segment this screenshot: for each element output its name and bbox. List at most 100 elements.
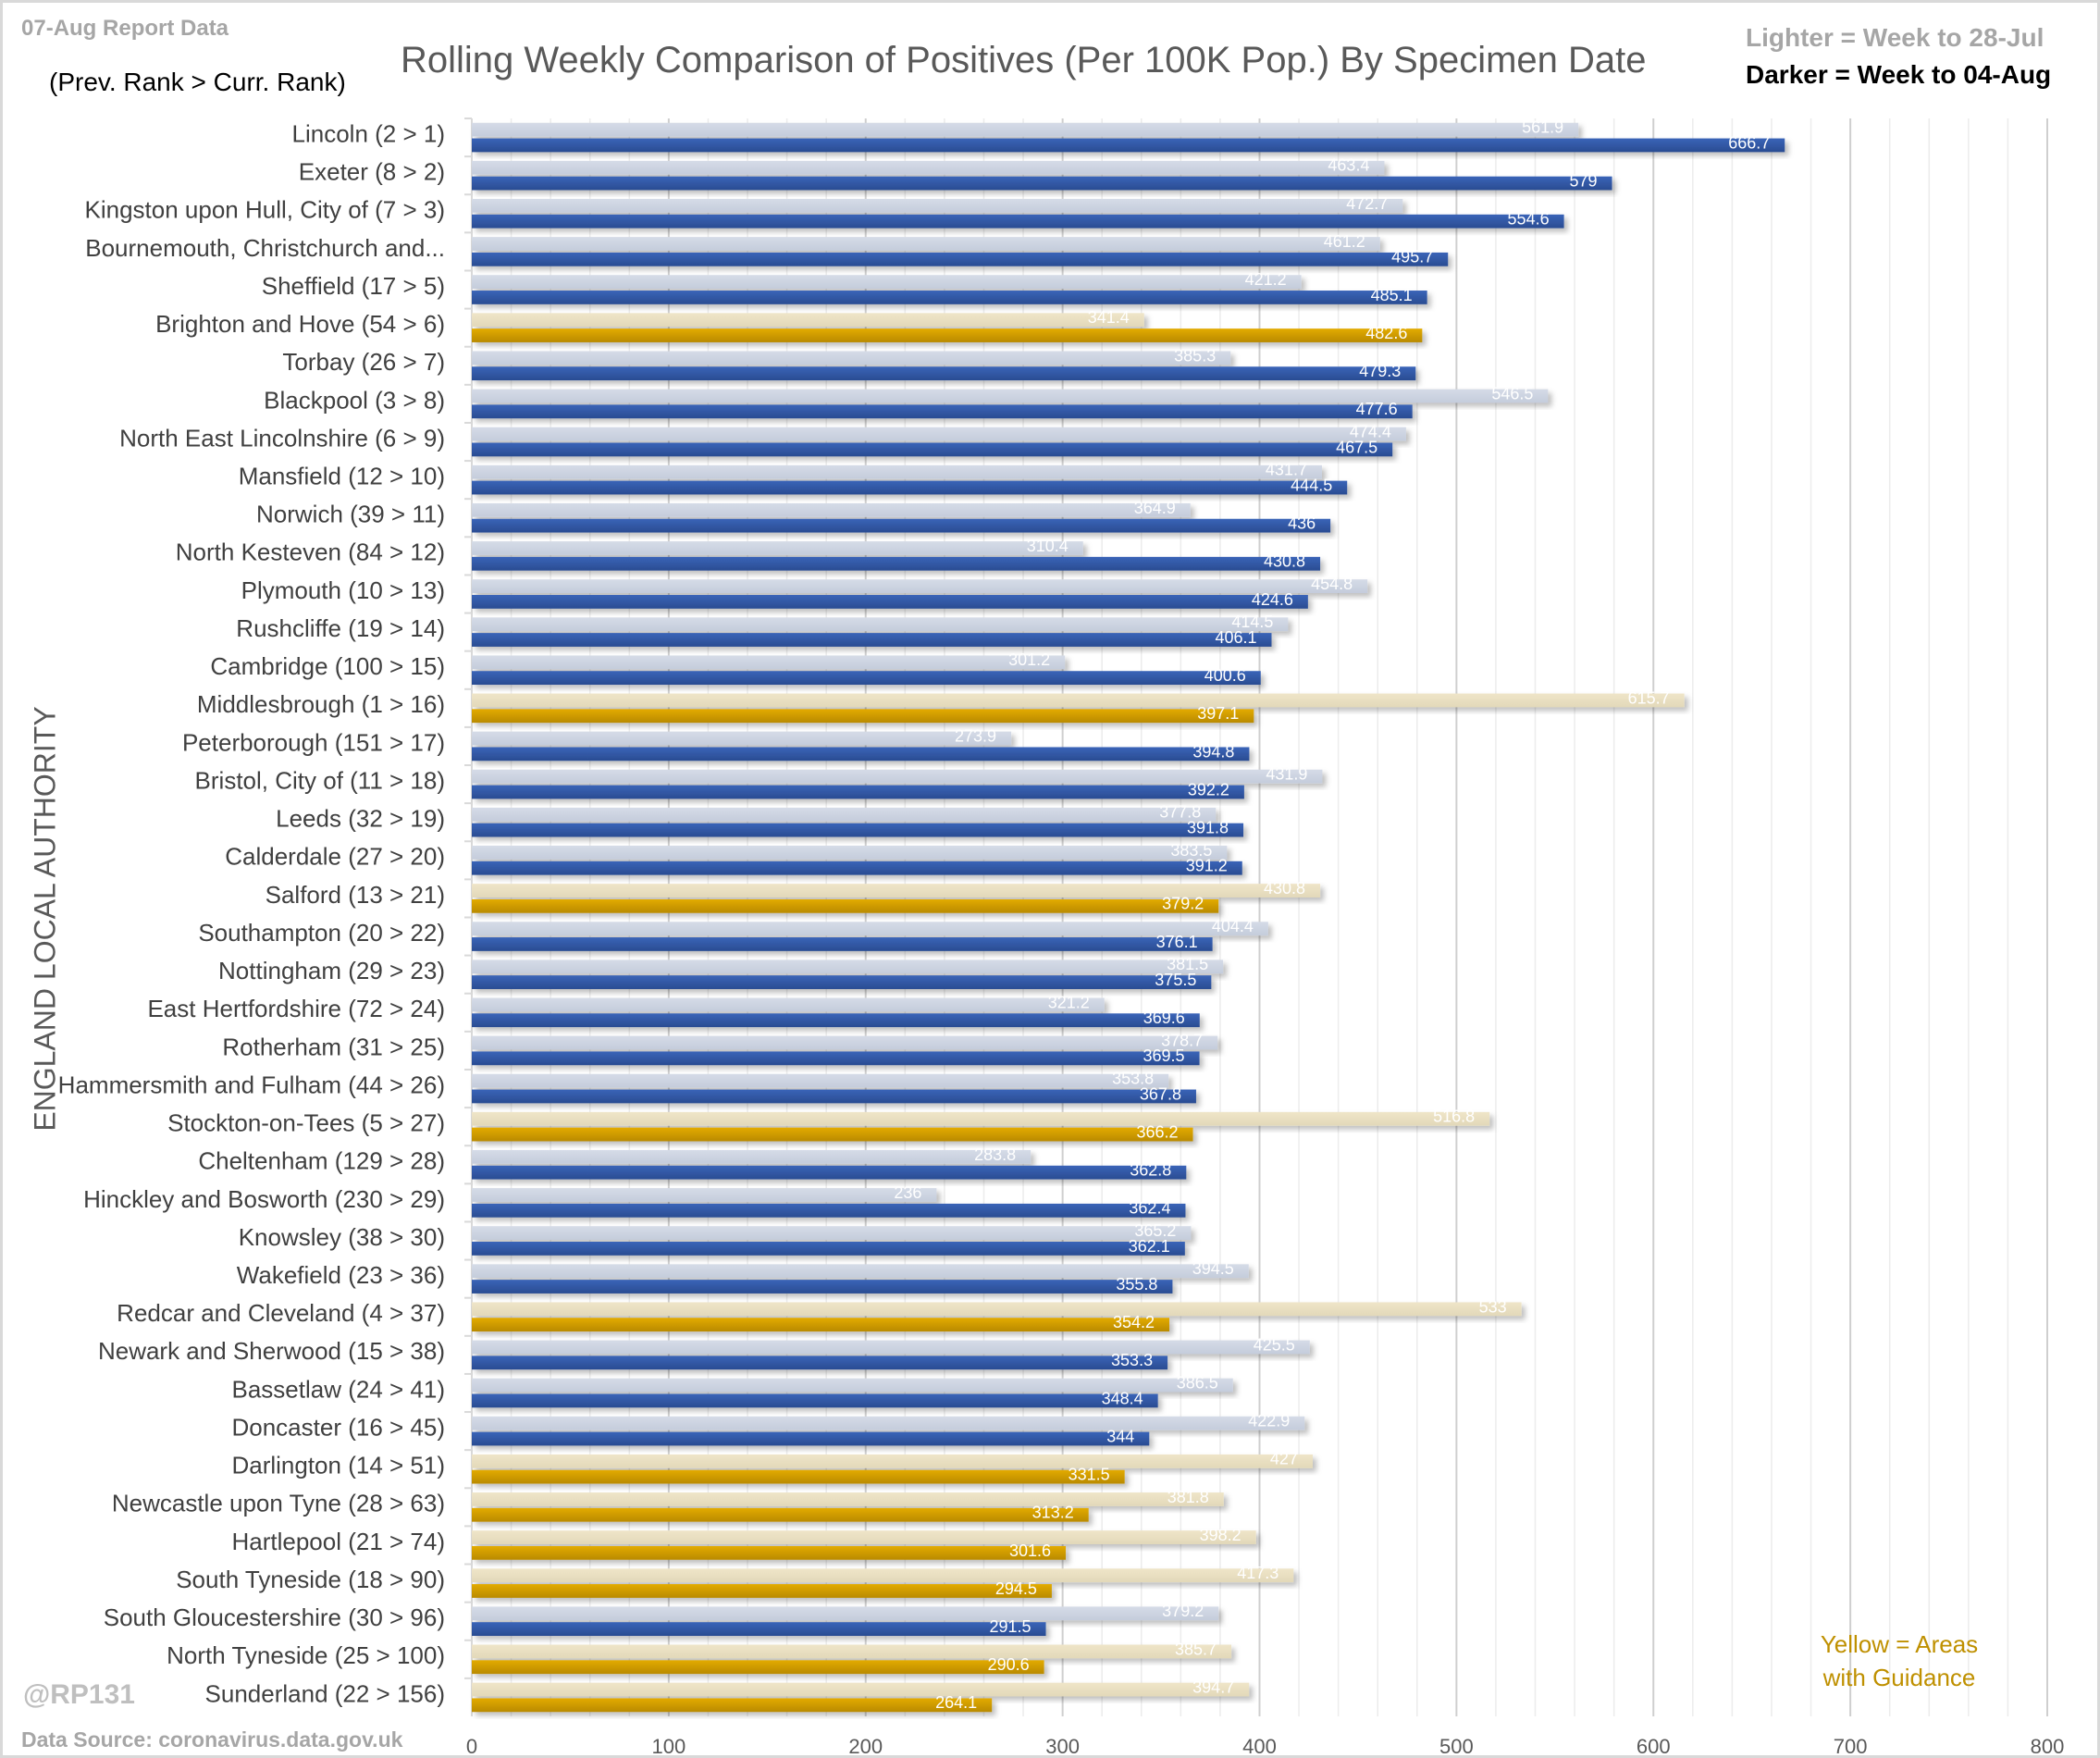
- bar-week-to-28-jul: [472, 1035, 1218, 1050]
- bar-week-to-04-aug: [472, 1393, 1158, 1408]
- category-label: Calderdale (27 > 20): [225, 843, 445, 871]
- yellow-note-line-2: with Guidance: [1822, 1664, 1976, 1691]
- value-label-week-to-28-jul: 417.3: [1237, 1564, 1279, 1582]
- bar-week-to-28-jul: [472, 1111, 1490, 1126]
- bar-week-to-04-aug: [472, 176, 1612, 191]
- bar-week-to-04-aug: [472, 480, 1348, 495]
- bar-week-to-04-aug: [472, 860, 1242, 875]
- value-label-week-to-04-aug: 366.2: [1137, 1122, 1179, 1141]
- bars: 561.9 666.7 463.4 579 472.7 554.6 461.2 495.7 42…: [472, 118, 1785, 1713]
- bar-week-to-28-jul: [472, 922, 1268, 936]
- bar-week-to-04-aug: [472, 1698, 993, 1713]
- bar-week-to-04-aug: [472, 785, 1244, 799]
- value-label-week-to-28-jul: 377.8: [1159, 803, 1201, 822]
- bar-week-to-28-jul: [472, 769, 1323, 784]
- category-label: Newcastle upon Tyne (28 > 63): [112, 1490, 445, 1517]
- value-label-week-to-04-aug: 301.6: [1009, 1541, 1051, 1560]
- value-label-week-to-28-jul: 533: [1479, 1297, 1507, 1316]
- bar-week-to-28-jul: [472, 1416, 1305, 1430]
- bar-week-to-04-aug: [472, 1165, 1187, 1180]
- bar-chart: 561.9 666.7 463.4 579 472.7 554.6 461.2 495.7 42…: [58, 118, 2064, 1758]
- category-label: Norwich (39 > 11): [256, 501, 445, 528]
- bar-week-to-04-aug: [472, 823, 1244, 837]
- category-label: Hammersmith and Fulham (44 > 26): [58, 1071, 445, 1098]
- bar-week-to-28-jul: [472, 122, 1579, 137]
- value-label-week-to-04-aug: 313.2: [1032, 1504, 1074, 1522]
- bar-week-to-04-aug: [472, 1660, 1044, 1675]
- x-tick-label: 0: [466, 1735, 477, 1758]
- bar-week-to-04-aug: [472, 1089, 1196, 1104]
- value-label-week-to-28-jul: 472.7: [1346, 194, 1388, 213]
- value-label-week-to-28-jul: 516.8: [1433, 1108, 1475, 1126]
- value-label-week-to-28-jul: 378.7: [1161, 1031, 1203, 1049]
- value-label-week-to-04-aug: 362.1: [1129, 1237, 1170, 1256]
- bar-week-to-04-aug: [472, 1051, 1200, 1066]
- value-label-week-to-04-aug: 467.5: [1336, 438, 1377, 456]
- category-label: Cheltenham (129 > 28): [198, 1147, 445, 1175]
- bar-week-to-28-jul: [472, 160, 1385, 175]
- value-label-week-to-28-jul: 273.9: [955, 726, 996, 745]
- x-tick-label: 300: [1045, 1735, 1080, 1758]
- category-label: Lincoln (2 > 1): [292, 119, 445, 147]
- bar-week-to-28-jul: [472, 464, 1322, 479]
- category-label: Cambridge (100 > 15): [210, 652, 445, 680]
- x-tick-label: 500: [1439, 1735, 1474, 1758]
- category-label: Exeter (8 > 2): [299, 158, 445, 186]
- category-label: Bournemouth, Christchurch and...: [85, 234, 445, 262]
- value-label-week-to-04-aug: 394.8: [1192, 742, 1234, 761]
- value-label-week-to-28-jul: 283.8: [974, 1145, 1016, 1164]
- x-tick-labels: 0 100 200 300 400 500 600 700 800: [466, 1735, 2064, 1758]
- bar-week-to-04-aug: [472, 1507, 1089, 1522]
- bar-week-to-28-jul: [472, 1378, 1233, 1393]
- rank-note: (Prev. Rank > Curr. Rank): [49, 68, 346, 96]
- category-label: South Gloucestershire (30 > 96): [104, 1603, 445, 1631]
- value-label-week-to-04-aug: 479.3: [1359, 362, 1401, 380]
- bar-week-to-04-aug: [472, 1431, 1150, 1446]
- value-label-week-to-28-jul: 365.2: [1134, 1221, 1176, 1240]
- value-label-week-to-04-aug: 331.5: [1069, 1466, 1110, 1484]
- bar-week-to-28-jul: [472, 655, 1066, 670]
- category-label: Redcar and Cleveland (4 > 37): [117, 1299, 445, 1327]
- value-label-week-to-04-aug: 379.2: [1162, 895, 1204, 913]
- value-label-week-to-04-aug: 485.1: [1371, 286, 1413, 304]
- bar-week-to-04-aug: [472, 1469, 1125, 1484]
- category-label: North Kesteven (84 > 12): [176, 539, 445, 566]
- x-tick-label: 100: [652, 1735, 686, 1758]
- category-label: Bassetlaw (24 > 41): [231, 1375, 445, 1403]
- x-tick-label: 200: [848, 1735, 883, 1758]
- bar-week-to-04-aug: [472, 214, 1564, 229]
- category-label: Sunderland (22 > 156): [205, 1679, 445, 1707]
- category-label: Plymouth (10 > 13): [241, 576, 445, 604]
- value-label-week-to-28-jul: 379.2: [1162, 1602, 1204, 1620]
- bar-week-to-28-jul: [472, 1073, 1169, 1088]
- value-label-week-to-28-jul: 394.5: [1192, 1259, 1234, 1278]
- value-label-week-to-04-aug: 482.6: [1365, 324, 1407, 342]
- bar-week-to-28-jul: [472, 198, 1403, 213]
- bar-week-to-04-aug: [472, 556, 1321, 571]
- category-label: Newark and Sherwood (15 > 38): [98, 1337, 445, 1365]
- value-label-week-to-28-jul: 615.7: [1628, 688, 1670, 707]
- bar-week-to-04-aug: [472, 594, 1308, 609]
- bar-week-to-28-jul: [472, 1492, 1224, 1506]
- bar-week-to-04-aug: [472, 1013, 1200, 1028]
- bar-week-to-28-jul: [472, 1302, 1522, 1317]
- value-label-week-to-04-aug: 362.4: [1129, 1199, 1170, 1218]
- value-label-week-to-28-jul: 301.2: [1008, 650, 1050, 669]
- value-label-week-to-28-jul: 427: [1270, 1450, 1298, 1468]
- value-label-week-to-28-jul: 394.7: [1192, 1678, 1234, 1696]
- value-label-week-to-28-jul: 310.4: [1027, 537, 1069, 555]
- bar-week-to-04-aug: [472, 671, 1261, 686]
- bar-week-to-28-jul: [472, 1454, 1313, 1468]
- x-tick-label: 600: [1637, 1735, 1671, 1758]
- bar-week-to-04-aug: [472, 1622, 1046, 1637]
- chart-title: Rolling Weekly Comparison of Positives (…: [401, 40, 1647, 80]
- category-label: East Hertfordshire (72 > 24): [147, 995, 445, 1022]
- category-label: Hartlepool (21 > 74): [231, 1528, 445, 1555]
- value-label-week-to-28-jul: 461.2: [1324, 232, 1365, 251]
- value-label-week-to-28-jul: 546.5: [1491, 384, 1533, 402]
- value-label-week-to-28-jul: 383.5: [1170, 841, 1212, 860]
- value-label-week-to-04-aug: 554.6: [1508, 210, 1550, 229]
- value-label-week-to-04-aug: 354.2: [1113, 1313, 1155, 1331]
- value-label-week-to-04-aug: 290.6: [988, 1655, 1030, 1674]
- bar-week-to-04-aug: [472, 1318, 1170, 1332]
